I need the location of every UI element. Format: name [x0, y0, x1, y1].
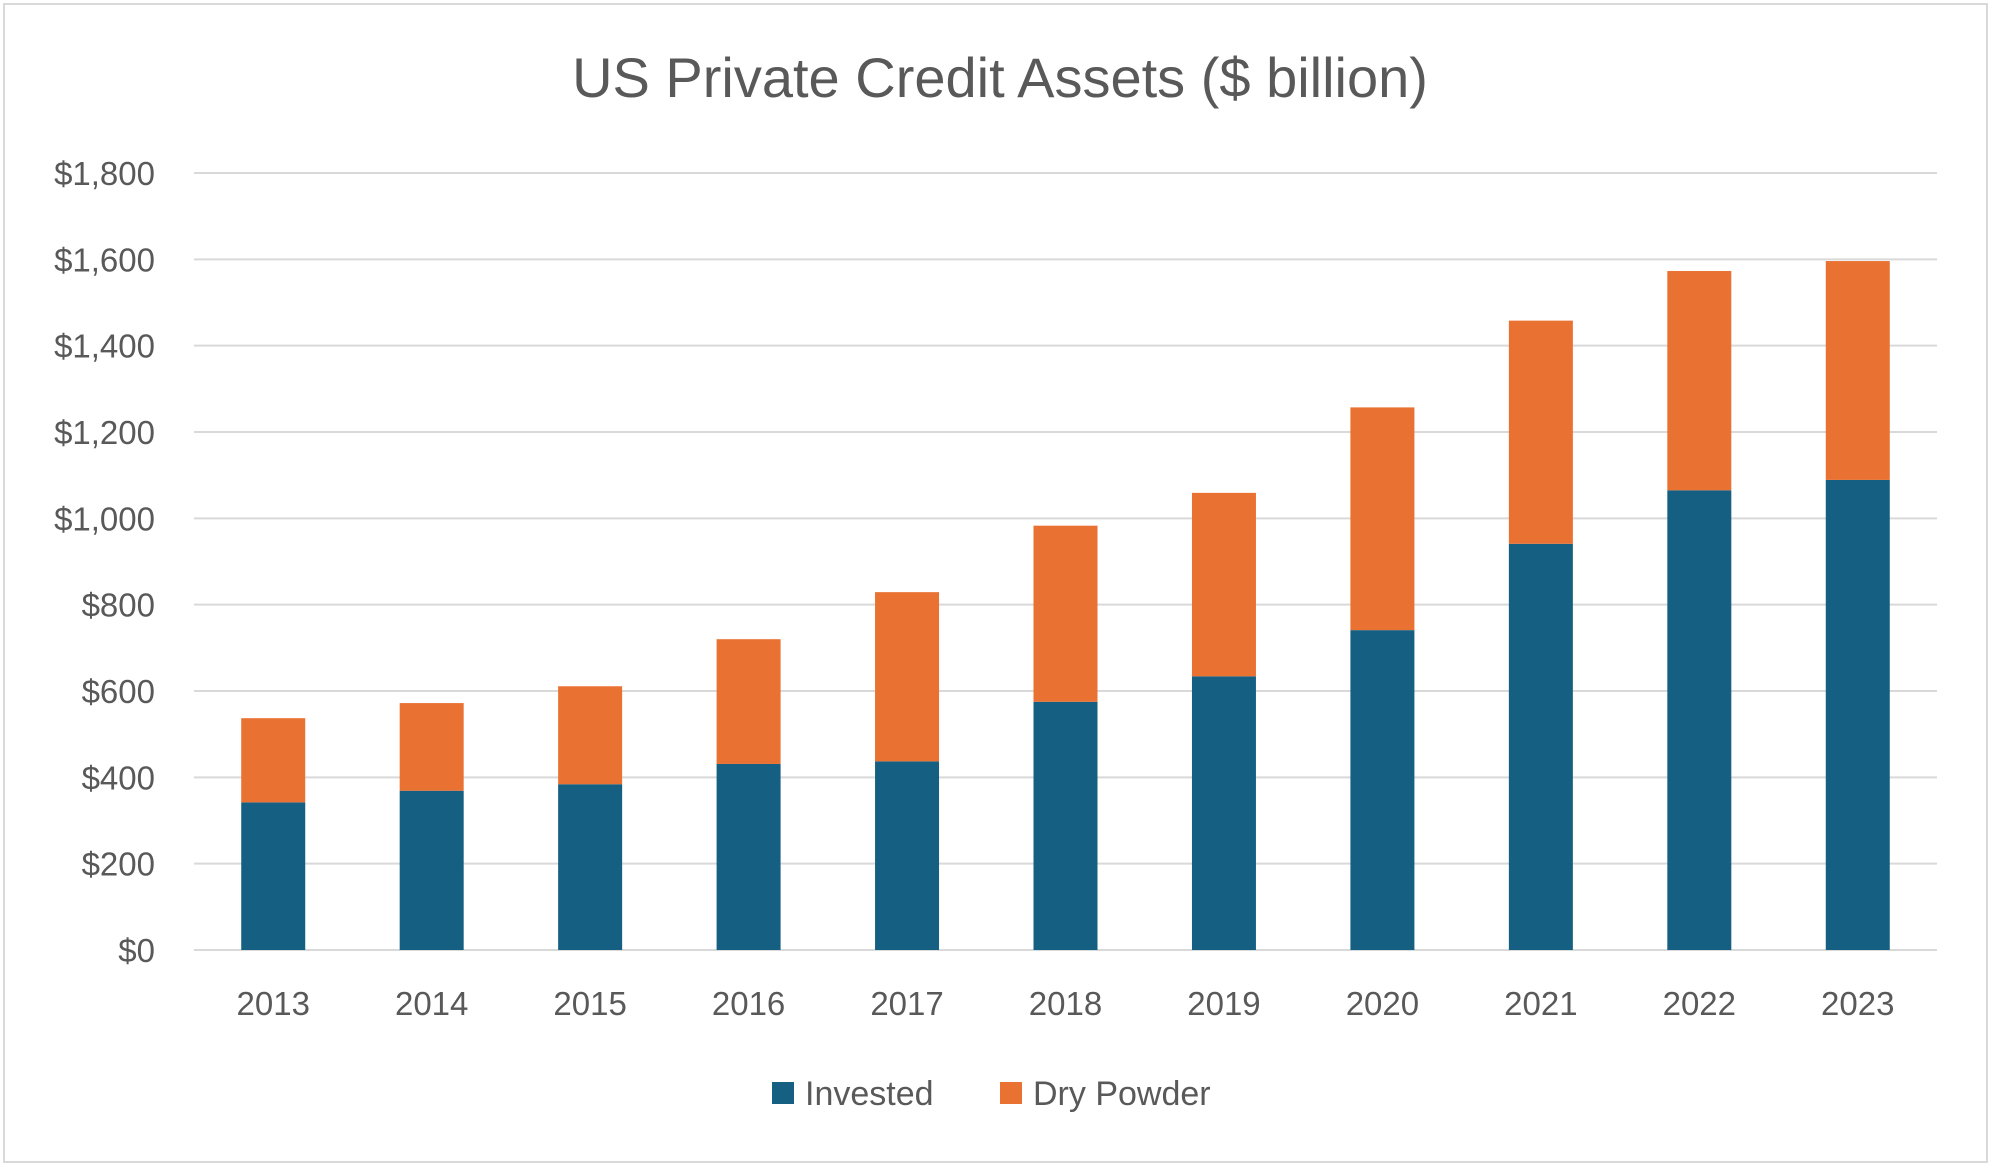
x-tick-label: 2014 [395, 985, 468, 1022]
bar-invested-2013 [241, 802, 306, 950]
bar-dry-powder-2019 [1191, 492, 1256, 677]
x-tick-label: 2016 [712, 985, 785, 1022]
bar-dry-powder-2014 [399, 703, 464, 791]
y-tick-label: $600 [82, 673, 155, 710]
x-tick-label: 2019 [1187, 985, 1260, 1022]
bar-invested-2022 [1667, 490, 1732, 950]
bar-invested-2014 [399, 790, 464, 950]
y-tick-label: $1,800 [54, 155, 155, 192]
chart-frame [3, 3, 1988, 1163]
bar-dry-powder-2015 [558, 686, 623, 785]
bar-invested-2018 [1033, 701, 1098, 950]
bar-invested-2023 [1825, 479, 1890, 950]
x-tick-label: 2018 [1029, 985, 1102, 1022]
legend: Invested Dry Powder [772, 1075, 1211, 1113]
bar-invested-2020 [1350, 630, 1415, 950]
bar-invested-2016 [716, 763, 781, 950]
bar-dry-powder-2022 [1667, 270, 1732, 491]
bar-dry-powder-2018 [1033, 525, 1098, 702]
bar-dry-powder-2016 [716, 639, 781, 764]
y-tick-label: $800 [82, 587, 155, 624]
x-tick-label: 2013 [237, 985, 310, 1022]
x-tick-label: 2015 [553, 985, 626, 1022]
y-tick-label: $1,200 [54, 414, 155, 451]
legend-label: Dry Powder [1033, 1075, 1211, 1113]
y-tick-label: $1,000 [54, 500, 155, 537]
bar-invested-2015 [558, 784, 623, 950]
bar-dry-powder-2021 [1508, 320, 1573, 544]
chart-title: US Private Credit Assets ($ billion) [572, 46, 1428, 109]
x-tick-label: 2020 [1346, 985, 1419, 1022]
bar-dry-powder-2023 [1825, 261, 1890, 480]
x-tick-label: 2023 [1821, 985, 1894, 1022]
y-tick-label: $200 [82, 846, 155, 883]
bar-invested-2017 [875, 761, 940, 950]
bar-dry-powder-2017 [875, 592, 940, 762]
legend-label: Invested [805, 1075, 934, 1113]
y-tick-label: $400 [82, 759, 155, 796]
legend-swatch-0 [772, 1082, 794, 1104]
legend-swatch-1 [1000, 1082, 1022, 1104]
bar-dry-powder-2013 [241, 718, 306, 803]
bar-dry-powder-2020 [1350, 407, 1415, 631]
x-tick-label: 2022 [1663, 985, 1736, 1022]
bar-invested-2019 [1191, 676, 1256, 950]
x-tick-label: 2021 [1504, 985, 1577, 1022]
bar-invested-2021 [1508, 543, 1573, 950]
y-tick-label: $1,600 [54, 241, 155, 278]
x-tick-label: 2017 [870, 985, 943, 1022]
y-tick-label: $1,400 [54, 328, 155, 365]
y-tick-label: $0 [118, 932, 155, 969]
